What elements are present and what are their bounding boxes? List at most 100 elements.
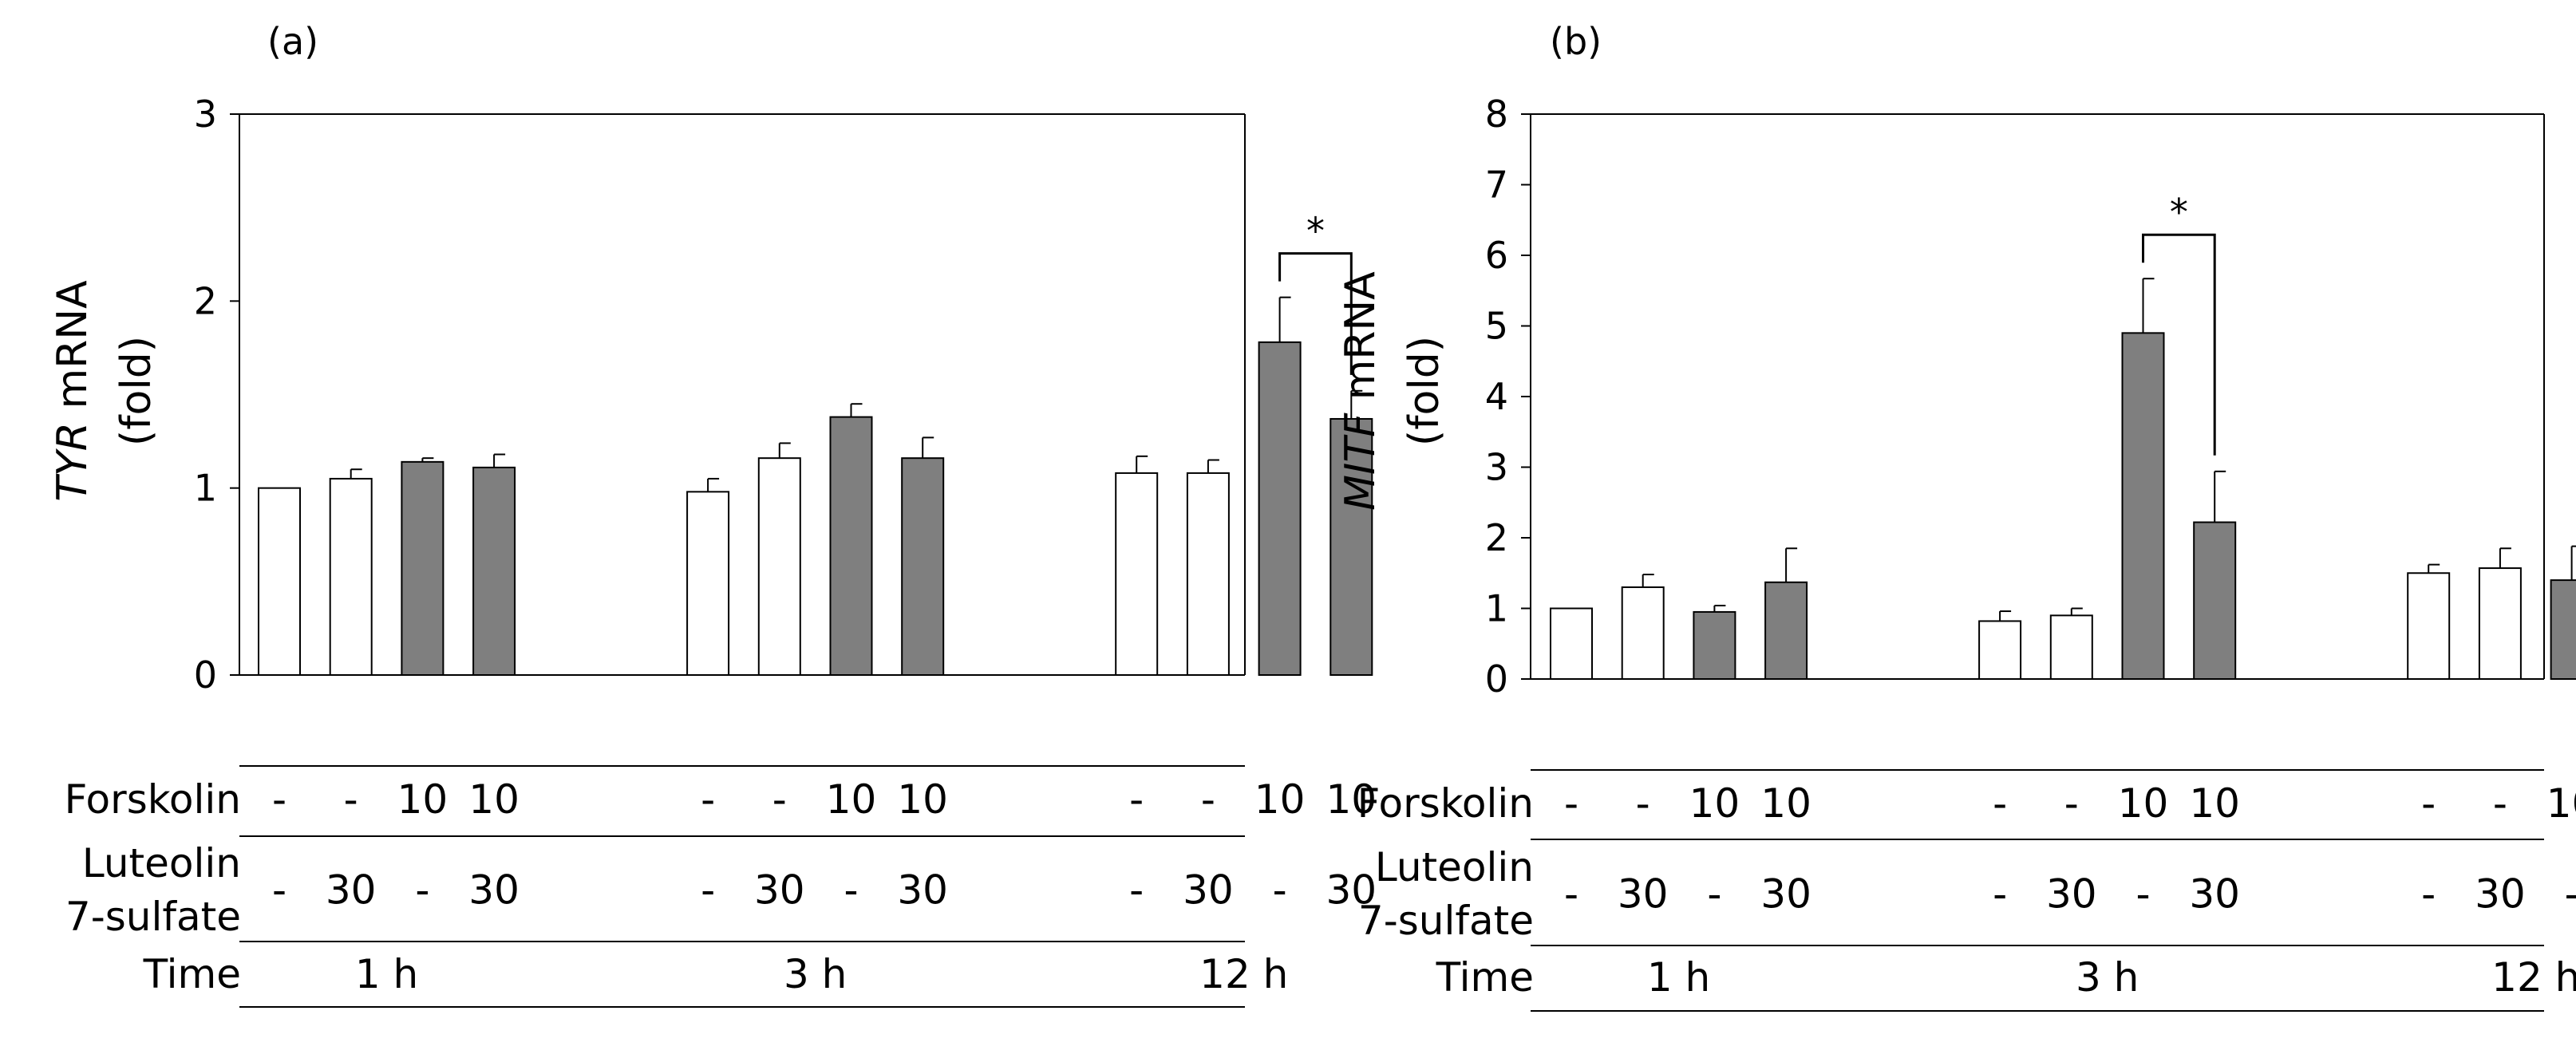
bar — [472, 466, 516, 676]
luteolin-cell: 30 — [897, 867, 948, 914]
bar — [1693, 610, 1736, 680]
bar — [2193, 521, 2237, 681]
bar — [1329, 417, 1373, 676]
bar — [2478, 567, 2522, 680]
luteolin-cell: - — [2421, 871, 2436, 918]
luteolin-cell: 30 — [2475, 871, 2526, 918]
forskolin-cell: 10 — [2189, 780, 2240, 827]
time-cell: 3 h — [784, 951, 847, 997]
forskolin-cell: - — [344, 776, 358, 823]
time-cell: 1 h — [355, 951, 418, 997]
significance-star: * — [1306, 210, 1325, 253]
y-axis-unit: mRNA — [1337, 271, 1385, 413]
y-tick-label: 6 — [1485, 234, 1508, 277]
bar — [1978, 620, 2022, 680]
luteolin-cell: 30 — [754, 867, 805, 914]
forskolin-cell: - — [2493, 780, 2507, 827]
luteolin-row-label-2: 7-sulfate — [1358, 898, 1534, 944]
forskolin-cell: - — [1636, 780, 1650, 827]
y-axis-gene-name: TYR — [49, 422, 97, 502]
y-tick-label: 5 — [1485, 305, 1508, 348]
y-tick-label: 2 — [1485, 516, 1508, 559]
y-axis-label: MITF mRNA — [1337, 271, 1385, 511]
bar — [2049, 614, 2093, 680]
forskolin-row-label: Forskolin — [65, 776, 241, 823]
forskolin-cell: - — [1564, 780, 1578, 827]
forskolin-cell: - — [772, 776, 787, 823]
y-axis-label-fold: (fold) — [1401, 336, 1448, 446]
forskolin-cell: 10 — [2118, 780, 2169, 827]
luteolin-row-label-2: 7-sulfate — [65, 894, 241, 940]
time-row-label: Time — [1436, 954, 1534, 1001]
y-tick-label: 2 — [194, 279, 217, 322]
forskolin-cell: - — [1129, 776, 1144, 823]
bar — [2121, 332, 2165, 680]
time-cell: 1 h — [1647, 954, 1710, 1001]
y-axis-label: TYR mRNA — [49, 280, 97, 502]
panel-b-mitf-chart: (b) 0 1 2 3 4 5 6 7 8 MITF mRNA (fold) * Forskolin Lut… — [1337, 20, 2576, 1012]
significance-star: * — [2170, 191, 2188, 234]
forskolin-cell: 10 — [897, 776, 948, 823]
bar — [258, 487, 301, 677]
bar — [1550, 607, 1593, 680]
forskolin-cell: 10 — [1326, 776, 1377, 823]
luteolin-cell: - — [1564, 871, 1578, 918]
bar — [329, 477, 373, 677]
bar — [1186, 472, 1230, 676]
y-tick-label: 3 — [194, 93, 217, 136]
forskolin-cell: - — [2064, 780, 2079, 827]
panel-label: (b) — [1550, 20, 1602, 63]
y-tick-label: 1 — [1485, 587, 1508, 630]
forskolin-cell: 10 — [826, 776, 877, 823]
time-cell: 12 h — [2491, 954, 2576, 1001]
luteolin-cell: 30 — [1618, 871, 1669, 918]
time-cell: 3 h — [2076, 954, 2139, 1001]
luteolin-cell: - — [1707, 871, 1721, 918]
bar — [401, 460, 444, 676]
y-tick-label: 0 — [194, 653, 217, 697]
forskolin-row-label: Forskolin — [1357, 780, 1534, 827]
bar — [2407, 572, 2451, 680]
bar — [2550, 579, 2576, 680]
forskolin-cell: - — [272, 776, 286, 823]
luteolin-row-label: Luteolin — [1375, 844, 1534, 890]
bar — [1621, 586, 1665, 681]
significance-bracket — [1278, 252, 1353, 375]
time-cell: 12 h — [1199, 951, 1288, 997]
forskolin-cell: - — [1201, 776, 1215, 823]
luteolin-cell: - — [272, 867, 286, 914]
y-axis-label-fold: (fold) — [113, 336, 160, 446]
y-tick-label: 8 — [1485, 93, 1508, 136]
y-axis-gene-name: MITF — [1337, 413, 1385, 511]
luteolin-cell: 30 — [1326, 867, 1377, 914]
forskolin-cell: 10 — [397, 776, 448, 823]
luteolin-cell: - — [1273, 867, 1287, 914]
luteolin-row-label: Luteolin — [82, 840, 241, 886]
luteolin-cell: 30 — [2189, 871, 2240, 918]
luteolin-cell: 30 — [1760, 871, 1811, 918]
luteolin-cell: - — [701, 867, 715, 914]
panel-a-tyr-chart: (a) 0 1 2 3 TYR mRNA (fold) * Forskolin Luteolin 7… — [49, 20, 1377, 1008]
luteolin-cell: 30 — [1183, 867, 1234, 914]
y-tick-label: 3 — [1485, 446, 1508, 489]
bar — [1258, 341, 1302, 676]
y-axis-unit: mRNA — [49, 280, 97, 422]
luteolin-cell: - — [1993, 871, 2007, 918]
luteolin-cell: 30 — [2046, 871, 2097, 918]
luteolin-cell: - — [2565, 871, 2576, 918]
significance-bracket — [2142, 233, 2216, 456]
time-row-label: Time — [143, 951, 241, 997]
bar — [686, 491, 730, 676]
forskolin-cell: - — [1993, 780, 2007, 827]
bar — [829, 416, 873, 676]
luteolin-cell: 30 — [326, 867, 377, 914]
bar — [1115, 472, 1159, 676]
forskolin-cell: 10 — [468, 776, 520, 823]
forskolin-cell: 10 — [2546, 780, 2576, 827]
y-tick-label: 0 — [1485, 657, 1508, 701]
forskolin-cell: 10 — [1254, 776, 1306, 823]
luteolin-cell: 30 — [468, 867, 520, 914]
luteolin-cell: - — [1129, 867, 1144, 914]
panel-label: (a) — [267, 20, 318, 63]
